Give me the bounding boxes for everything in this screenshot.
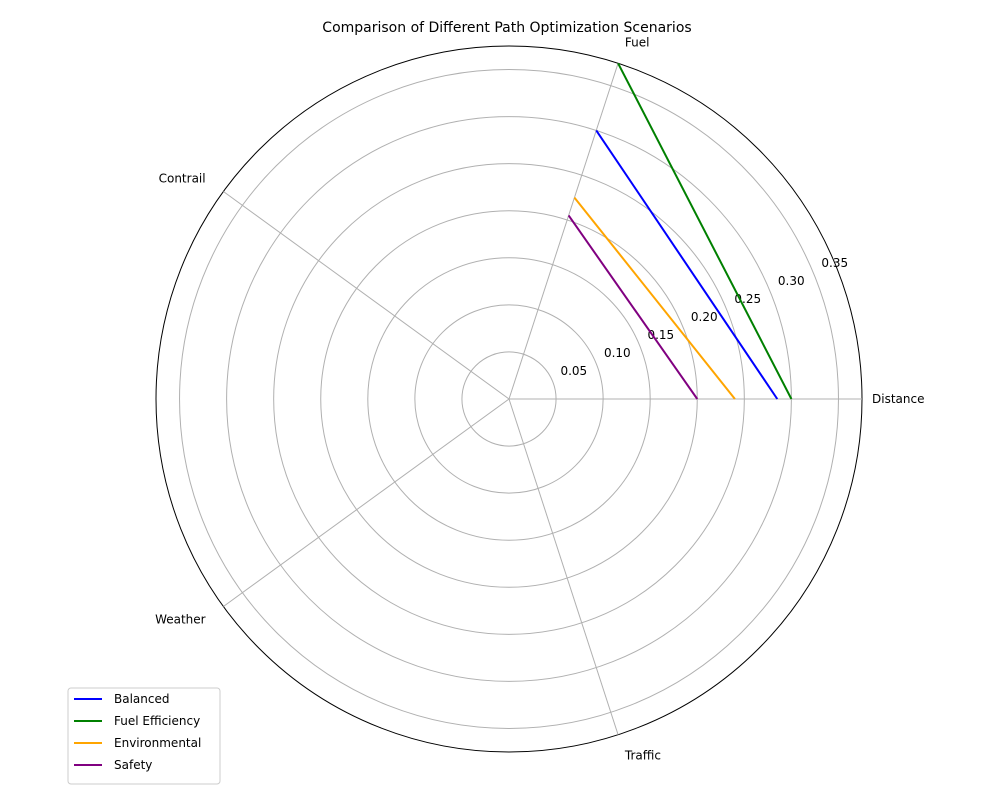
radial-tick-label: 0.35 [821, 256, 848, 270]
series-lines [567, 62, 793, 400]
legend-label-safety: Safety [114, 758, 152, 772]
series-line-environmental [573, 196, 736, 400]
angular-spokes [223, 63, 862, 735]
legend-label-environmental: Environmental [114, 736, 201, 750]
legend: Balanced Fuel Efficiency Environmental Safe… [67, 687, 221, 785]
spoke-contrail [223, 191, 510, 400]
angular-axis-labels: Distance Fuel Contrail Weather Traffic [155, 35, 924, 762]
radial-tick-label: 0.20 [691, 310, 718, 324]
series-line-safety [567, 214, 699, 400]
chart-title: Comparison of Different Path Optimizatio… [322, 20, 691, 36]
legend-label-fuel-efficiency: Fuel Efficiency [114, 714, 200, 728]
axis-label-contrail: Contrail [159, 172, 206, 186]
axis-label-distance: Distance [872, 392, 924, 406]
legend-label-balanced: Balanced [114, 692, 169, 706]
axis-label-weather: Weather [155, 612, 206, 626]
axis-label-traffic: Traffic [624, 749, 661, 763]
axis-label-fuel: Fuel [625, 35, 650, 49]
spoke-weather [223, 398, 510, 607]
radial-tick-label: 0.25 [734, 292, 761, 306]
spoke-fuel [508, 63, 619, 400]
radial-tick-labels: 0.050.100.150.200.250.300.35 [560, 256, 848, 378]
radial-tick-label: 0.30 [778, 274, 805, 288]
radial-tick-label: 0.10 [604, 346, 631, 360]
series-line-balanced [595, 129, 779, 400]
spoke-traffic [508, 398, 619, 735]
radial-tick-label: 0.05 [560, 364, 587, 378]
legend-box [67, 687, 221, 785]
series-line-fuel-efficiency [617, 62, 793, 400]
